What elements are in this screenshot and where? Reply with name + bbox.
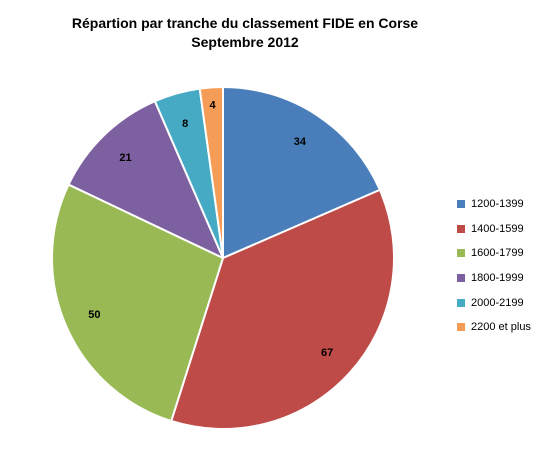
data-label-1800-1999: 21 <box>119 152 131 164</box>
pie-slice-1800-1999 <box>67 100 224 259</box>
legend-label: 2200 et plus <box>471 321 531 334</box>
chart-title: Répartion par tranche du classement FIDE… <box>71 15 419 31</box>
data-label-2000-2199: 8 <box>182 118 188 130</box>
legend-swatch <box>457 200 465 209</box>
data-label-1200-1399: 34 <box>294 136 307 148</box>
legend-item-2000-2199: 2000-2199 <box>457 290 531 315</box>
legend-item-1600-1799: 1600-1799 <box>457 241 531 266</box>
legend-label: 1600-1799 <box>471 247 524 260</box>
legend-item-1800-1999: 1800-1999 <box>457 266 531 291</box>
legend-item-1400-1599: 1400-1599 <box>457 217 531 242</box>
legend-label: 1200-1399 <box>471 198 524 211</box>
legend-item-1200-1399: 1200-1399 <box>457 192 531 217</box>
legend-item-2200-et-plus: 2200 et plus <box>457 315 531 340</box>
legend-swatch <box>457 274 465 283</box>
chart-subtitle: Septembre 2012 <box>191 34 299 50</box>
data-label-1400-1599: 67 <box>321 347 333 359</box>
legend-swatch <box>457 249 465 258</box>
legend-swatch <box>457 323 465 332</box>
chart-legend: 1200-1399 1400-1599 1600-1799 1800-1999 2000… <box>457 192 531 340</box>
legend-label: 1800-1999 <box>471 272 524 285</box>
pie-slice-2200-et-plus <box>198 85 224 259</box>
pie-slice-1600-1799 <box>50 183 224 422</box>
legend-swatch <box>457 224 465 233</box>
pie-slice-1200-1399 <box>222 86 381 259</box>
legend-swatch <box>457 298 465 307</box>
chart-title-block: Répartion par tranche du classement FIDE… <box>0 14 490 52</box>
data-label-1600-1799: 50 <box>88 309 100 321</box>
legend-label: 1400-1599 <box>471 222 524 235</box>
legend-label: 2000-2199 <box>471 296 524 309</box>
data-label-2200-et-plus: 4 <box>209 99 216 111</box>
pie-slice-1400-1599 <box>170 188 395 430</box>
